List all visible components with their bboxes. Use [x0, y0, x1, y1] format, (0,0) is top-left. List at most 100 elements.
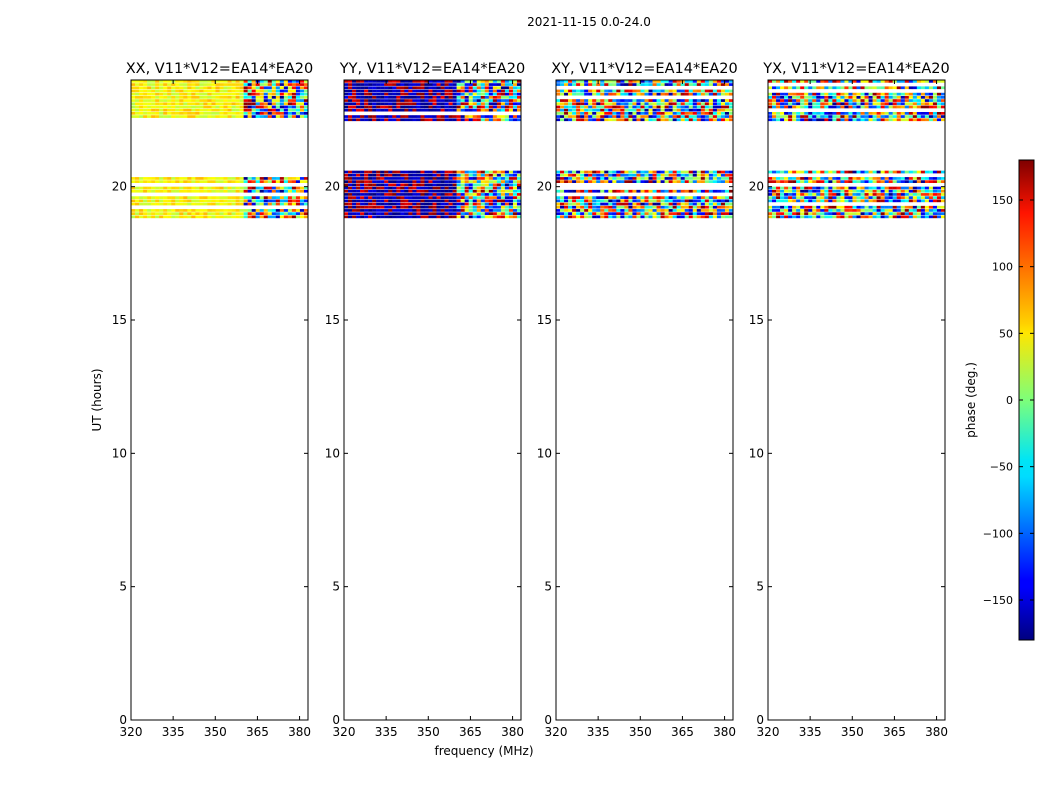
phase-cell	[916, 189, 922, 193]
phase-cell	[700, 99, 706, 102]
phase-cell	[512, 96, 518, 99]
phase-cell	[227, 115, 232, 118]
phase-cell	[408, 177, 413, 180]
phase-cell	[143, 115, 148, 118]
phase-cell	[384, 105, 389, 109]
phase-cell	[572, 92, 577, 96]
phase-cell	[187, 96, 192, 99]
phase-cell	[512, 115, 518, 118]
phase-cell	[163, 199, 168, 203]
phase-cell	[576, 105, 581, 109]
phase-cell	[223, 189, 228, 193]
phase-cell	[476, 118, 481, 122]
phase-cell	[780, 199, 785, 203]
phase-cell	[808, 180, 813, 183]
phase-cell	[504, 202, 510, 206]
phase-cell	[916, 199, 922, 203]
phase-cell	[796, 189, 801, 193]
phase-cell	[263, 102, 268, 106]
phase-cell	[844, 105, 849, 109]
phase-cell	[776, 170, 781, 174]
phase-cell	[856, 99, 861, 102]
phase-cell	[460, 196, 465, 199]
phase-cell	[692, 170, 697, 174]
phase-cell	[924, 212, 930, 215]
phase-cell	[624, 89, 629, 93]
phase-cell	[924, 215, 930, 219]
phase-cell	[708, 196, 714, 199]
phase-cell	[147, 108, 152, 112]
phase-cell	[460, 183, 465, 187]
phase-cell	[656, 115, 661, 118]
phase-cell	[636, 80, 641, 83]
phase-cell	[716, 196, 722, 199]
phase-cell	[584, 170, 589, 174]
phase-cell	[644, 83, 649, 86]
phase-cell	[804, 205, 809, 209]
phase-cell	[432, 96, 437, 99]
phase-cell	[159, 115, 164, 118]
phase-cell	[384, 173, 389, 177]
phase-cell	[424, 99, 429, 102]
phase-cell	[896, 96, 901, 99]
phase-cell	[420, 205, 425, 209]
phase-cell	[684, 80, 689, 83]
phase-cell	[472, 186, 477, 190]
phase-cell	[275, 209, 281, 212]
phase-cell	[572, 112, 577, 115]
phase-cell	[384, 215, 389, 219]
phase-cell	[684, 173, 689, 177]
phase-cell	[512, 196, 518, 199]
phase-cell	[424, 186, 429, 190]
phase-cell	[892, 189, 897, 193]
phase-cell	[384, 96, 389, 99]
phase-cell	[876, 102, 881, 106]
phase-cell	[780, 86, 785, 90]
phase-cell	[728, 92, 734, 96]
phase-cell	[195, 89, 200, 93]
phase-cell	[692, 115, 697, 118]
phase-cell	[640, 89, 645, 93]
phase-cell	[784, 170, 789, 174]
phase-cell	[572, 196, 577, 199]
phase-cell	[840, 102, 845, 106]
phase-cell	[432, 108, 437, 112]
colorbar-label: phase (deg.)	[964, 362, 978, 438]
phase-cell	[940, 209, 946, 212]
phase-cell	[400, 83, 405, 86]
phase-cell	[448, 212, 453, 215]
phase-cell	[672, 89, 677, 93]
phase-cell	[504, 183, 510, 187]
phase-cell	[488, 199, 494, 203]
phase-cell	[404, 196, 409, 199]
phase-cell	[283, 105, 289, 109]
phase-cell	[908, 118, 914, 122]
phase-cell	[420, 212, 425, 215]
phase-cell	[692, 180, 697, 183]
phase-cell	[227, 96, 232, 99]
phase-cell	[872, 180, 877, 183]
phase-cell	[464, 99, 469, 102]
phase-cell	[428, 89, 433, 93]
phase-cell	[720, 83, 726, 86]
phase-cell	[235, 199, 240, 203]
phase-cell	[920, 80, 926, 83]
phase-cell	[564, 83, 569, 86]
phase-cell	[812, 86, 817, 90]
phase-cell	[211, 89, 216, 93]
phase-cell	[195, 108, 200, 112]
phase-cell	[616, 196, 621, 199]
phase-cell	[488, 96, 494, 99]
phase-cell	[155, 115, 160, 118]
phase-cell	[283, 115, 289, 118]
phase-cell	[420, 209, 425, 212]
phase-cell	[868, 215, 873, 219]
phase-cell	[492, 115, 498, 118]
phase-cell	[928, 92, 934, 96]
phase-cell	[896, 177, 901, 180]
phase-cell	[648, 196, 653, 199]
phase-cell	[692, 199, 697, 203]
phase-cell	[772, 92, 777, 96]
phase-cell	[912, 209, 918, 212]
phase-cell	[239, 112, 244, 115]
